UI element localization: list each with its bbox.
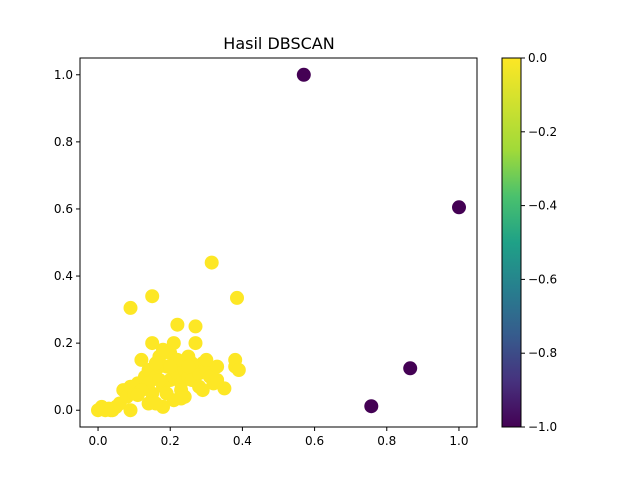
cluster-point: [195, 383, 210, 398]
cluster-point: [204, 255, 219, 270]
cluster-point: [152, 373, 167, 387]
cluster-point: [145, 336, 160, 351]
x-tick-label: 0.8: [377, 434, 396, 448]
colorbar: [501, 57, 522, 428]
cluster-point: [181, 349, 196, 364]
cluster-point: [230, 290, 244, 305]
colorbar-axis: 0.0 −0.2 −0.4 −0.6 −0.8 −1.0: [521, 51, 557, 434]
x-axis: 0.0 0.2 0.4 0.6 0.8 1.0: [88, 427, 469, 448]
y-tick-label: 0.8: [54, 135, 73, 149]
cluster-point: [145, 289, 160, 304]
cluster-point: [148, 356, 163, 371]
cluster-point: [181, 359, 196, 374]
y-tick-label: 0.2: [54, 336, 73, 350]
colorbar-tick-label: −0.8: [528, 346, 557, 360]
colorbar-tick-label: 0.0: [528, 51, 547, 65]
x-tick-label: 0.2: [161, 434, 180, 448]
cluster-point: [174, 391, 189, 406]
cluster-point: [163, 359, 178, 374]
cluster-point: [134, 352, 149, 367]
y-axis: 0.0 0.2 0.4 0.6 0.8 1.0: [54, 68, 80, 417]
y-tick-label: 0.4: [54, 269, 73, 283]
x-tick-label: 1.0: [449, 434, 468, 448]
cluster-point: [166, 336, 181, 351]
plot-frame: [79, 57, 478, 428]
cluster-point: [170, 317, 185, 332]
cluster-point: [148, 396, 163, 411]
cluster-point: [123, 300, 138, 315]
colorbar-tick-label: −1.0: [528, 420, 557, 434]
y-tick-label: 1.0: [54, 68, 73, 82]
chart-title: Hasil DBSCAN: [223, 34, 334, 53]
y-tick-label: 0.0: [54, 403, 73, 417]
cluster-point: [188, 319, 203, 334]
cluster-point: [217, 381, 232, 396]
y-tick-label: 0.6: [54, 202, 73, 216]
colorbar-tick-label: −0.6: [528, 272, 557, 286]
noise-point: [452, 200, 466, 215]
noise-point: [364, 399, 379, 414]
cluster-point: [130, 388, 145, 403]
noise-point: [403, 361, 418, 376]
noise-point: [296, 67, 311, 82]
x-tick-label: 0.0: [88, 434, 107, 448]
scatter-points: [91, 67, 466, 418]
cluster-point: [231, 363, 246, 377]
cluster-point: [156, 342, 170, 357]
cluster-point: [210, 359, 225, 374]
x-tick-label: 0.4: [233, 434, 252, 448]
colorbar-tick-label: −0.4: [528, 199, 557, 213]
x-tick-label: 0.6: [305, 434, 324, 448]
cluster-point: [199, 352, 214, 367]
cluster-point: [123, 403, 138, 418]
colorbar-tick-label: −0.2: [528, 125, 557, 139]
cluster-point: [188, 336, 203, 351]
